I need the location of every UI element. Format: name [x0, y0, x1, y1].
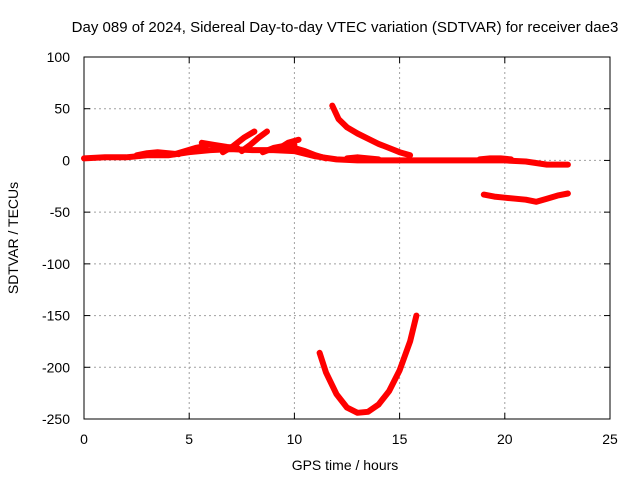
series-high-arc: [329, 102, 414, 159]
plot-frame: [83, 56, 611, 420]
series-arc-7: [219, 128, 258, 156]
y-axis-label: SDTVAR / TECUs: [5, 182, 21, 294]
y-tick-label: -150: [42, 308, 70, 324]
tick-layer: 0 5 10 15 20 25 100 50 0 -50 -100 -150 -200 -250: [42, 49, 618, 447]
y-tick-label: -100: [42, 256, 70, 272]
x-tick-label: 15: [392, 431, 408, 447]
grid-layer: [84, 57, 610, 419]
series-layer: [81, 102, 571, 416]
x-axis-label: GPS time / hours: [292, 457, 399, 473]
y-tick-label: 0: [62, 152, 70, 168]
series-arc-19: [476, 155, 515, 163]
x-tick-label: 25: [602, 431, 618, 447]
series-mid-negative: [480, 190, 571, 205]
y-tick-label: -50: [50, 204, 70, 220]
x-tick-label: 20: [497, 431, 513, 447]
series-arc-5: [171, 142, 209, 158]
x-tick-label: 5: [185, 431, 193, 447]
y-tick-label: 50: [54, 101, 70, 117]
series-deep-dip: [316, 312, 420, 416]
series-arc-10: [280, 144, 329, 162]
y-tick-label: 100: [47, 49, 71, 65]
x-tick-label: 0: [80, 431, 88, 447]
series-arc-12: [344, 154, 382, 163]
y-tick-label: -200: [42, 359, 70, 375]
x-tick-label: 10: [287, 431, 303, 447]
chart-title: Day 089 of 2024, Sidereal Day-to-day VTE…: [72, 19, 619, 36]
series-arc-8: [238, 128, 270, 155]
y-tick-label: -250: [42, 411, 70, 427]
